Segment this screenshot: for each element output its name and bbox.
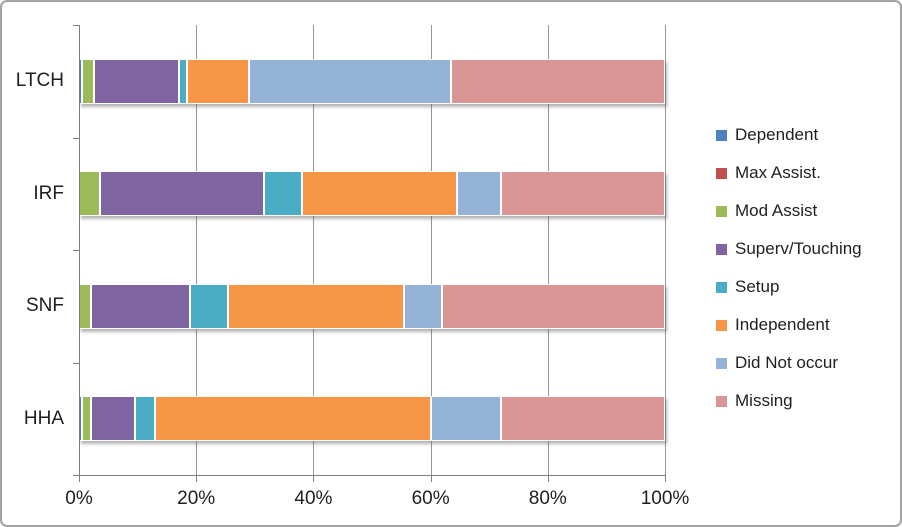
legend-swatch-did-not-occur [716,357,727,369]
bar-segment-snf-did-not-occur [404,283,443,329]
y-axis-tick-1 [73,137,79,139]
bar-segment-ltch-superv-touching [93,58,179,104]
bar-segment-hha-superv-touching [90,396,135,442]
bar-segment-snf-setup [190,283,229,329]
bar-segment-irf-missing [500,171,665,217]
legend-item-setup: Setup [716,268,862,306]
bar-segment-ltch-mod-assist [81,58,94,104]
gridline-60 [430,25,432,475]
legend-label-mod-assist: Mod Assist [735,201,818,220]
bar-segment-hha-did-not-occur [430,396,501,442]
legend-item-superv-touching: Superv/Touching [716,230,862,268]
gridline-100 [665,25,666,475]
bar-segment-snf-missing [442,283,665,329]
bar-segment-ltch-independent [187,58,249,104]
legend-label-dependent: Dependent [735,125,819,144]
category-label-snf: SNF [26,295,64,317]
x-axis-tick-40 [313,476,315,482]
legend-item-did-not-occur: Did Not occur [716,344,862,382]
legend-label-superv-touching: Superv/Touching [735,239,862,258]
legend-swatch-missing [716,395,727,407]
bar-segment-hha-setup [134,396,156,442]
legend-item-max-assist: Max Assist. [716,154,862,192]
x-axis-tick-20 [196,476,198,482]
x-axis-label-100: 100% [640,488,690,509]
category-label-hha: HHA [23,407,64,429]
bar-snf [79,283,665,329]
bar-segment-snf-independent [228,283,405,329]
legend-label-did-not-occur: Did Not occur [735,353,838,372]
legend-item-independent: Independent [716,306,862,344]
legend-swatch-superv-touching [716,243,727,255]
legend-swatch-mod-assist [716,205,727,217]
x-axis-tick-100 [665,476,666,482]
bar-segment-irf-setup [263,171,302,217]
bar-segment-snf-mod-assist [79,283,91,329]
x-axis-label-40: 40% [294,488,333,509]
y-axis-tick-3 [73,362,79,364]
category-label-ltch: LTCH [15,70,64,92]
x-axis-label-0: 0% [65,488,93,509]
legend-item-missing: Missing [716,382,862,420]
bar-segment-irf-superv-touching [99,171,264,217]
bar-segment-irf-independent [301,171,457,217]
bar-segment-ltch-did-not-occur [248,58,452,104]
legend-label-max-assist: Max Assist. [735,163,821,182]
bar-segment-irf-mod-assist [79,171,100,217]
bar-segment-hha-mod-assist [81,396,91,442]
x-axis-label-60: 60% [411,488,450,509]
y-axis-line [79,25,80,476]
y-axis-tick-0 [73,25,79,26]
legend-label-setup: Setup [735,277,780,296]
bar-segment-irf-did-not-occur [456,171,501,217]
x-axis-tick-0 [79,476,80,482]
legend-swatch-dependent [716,129,727,141]
legend-label-independent: Independent [735,315,830,334]
legend-swatch-setup [716,281,727,293]
legend-label-missing: Missing [735,391,793,410]
legend: Dependent Max Assist. Mod Assist Superv/Tou… [716,116,862,420]
bar-segment-snf-superv-touching [90,283,191,329]
bar-segment-ltch-setup [178,58,188,104]
legend-item-mod-assist: Mod Assist [716,192,862,230]
bar-hha [79,396,665,442]
x-axis-line [79,475,666,476]
legend-item-dependent: Dependent [716,116,862,154]
gridline-40 [313,25,315,475]
x-axis-label-80: 80% [528,488,567,509]
y-axis-tick-4 [73,475,79,476]
category-label-irf: IRF [33,182,64,204]
y-axis-tick-2 [73,250,79,251]
bar-segment-hha-missing [500,396,665,442]
legend-swatch-independent [716,319,727,331]
bar-segment-ltch-missing [451,58,665,104]
bar-irf [79,171,665,217]
bar-ltch [79,58,665,104]
gridline-20 [196,25,198,475]
bar-segment-hha-independent [155,396,431,442]
x-axis-tick-80 [547,476,549,482]
gridline-80 [547,25,549,475]
x-axis-label-20: 20% [177,488,216,509]
legend-swatch-max-assist [716,167,727,179]
x-axis-tick-60 [430,476,432,482]
